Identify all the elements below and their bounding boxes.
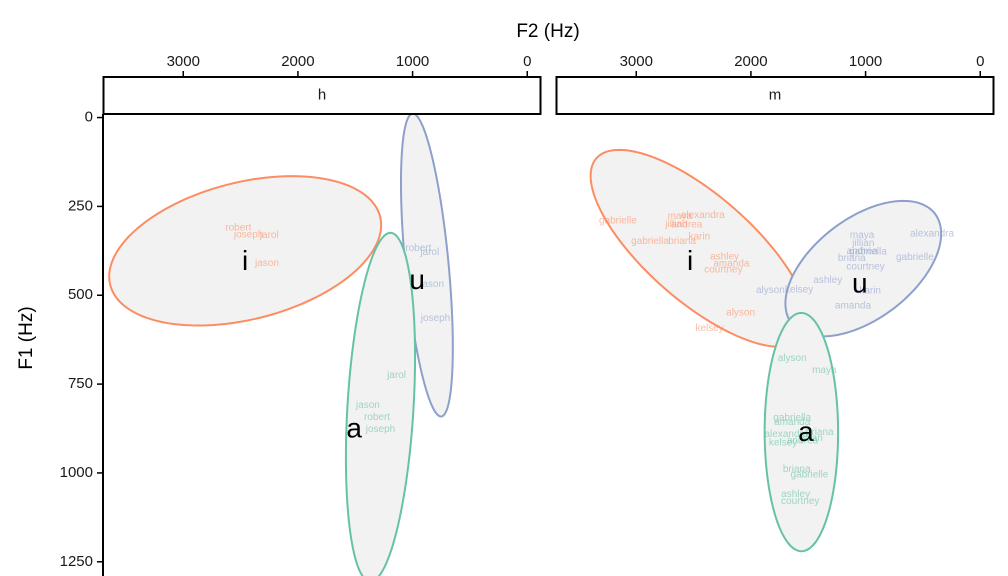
speaker-label: gabrielle xyxy=(790,469,828,480)
speaker-label: briana xyxy=(783,464,811,475)
speaker-label: robert xyxy=(405,243,431,254)
speaker-label: maya xyxy=(850,230,875,241)
speaker-label: alyson xyxy=(778,353,807,364)
speaker-label: jillian xyxy=(800,433,823,444)
speaker-label: alexandra xyxy=(681,210,725,221)
speaker-label: amanda xyxy=(774,417,811,428)
x-tick-label: 2000 xyxy=(734,53,767,70)
facet-panel-m: gabrielle alexandramayajillianandreakarin… xyxy=(555,53,995,553)
speaker-label: ashley xyxy=(813,275,842,286)
speaker-label: kelsey xyxy=(695,323,723,334)
facet-panels: robertjosephjaroljasonrobertjaroljasonjo… xyxy=(102,53,995,576)
speaker-label: karin xyxy=(688,232,710,243)
x-tick-label: 0 xyxy=(523,53,531,70)
speaker-label: jillian xyxy=(851,238,874,249)
speaker-label: courtney xyxy=(781,496,819,507)
speaker-label: gabriella xyxy=(773,412,811,423)
x-tick-label: 0 xyxy=(976,53,984,70)
vowel-ellipse-i xyxy=(108,175,383,327)
speaker-label: briana xyxy=(668,236,696,247)
vowel-label: i xyxy=(242,245,248,276)
y-tick-label: 250 xyxy=(68,197,93,214)
y-tick-label: 750 xyxy=(68,375,93,392)
speaker-label: jason xyxy=(355,400,380,411)
speaker-label: joseph xyxy=(365,424,395,435)
speaker-label: gabriella xyxy=(849,247,887,258)
speaker-label: robert xyxy=(225,222,251,233)
facet-panel-h: robertjosephjaroljasonrobertjaroljasonjo… xyxy=(102,53,542,576)
vowel-ellipse-i xyxy=(589,148,810,348)
speaker-label: alyson xyxy=(726,308,755,319)
x-tick-label: 2000 xyxy=(281,53,314,70)
vowel-label: u xyxy=(409,264,425,295)
speaker-label: jillian xyxy=(664,219,687,230)
speaker-label: alexandra xyxy=(910,228,954,239)
speaker-label: maya xyxy=(812,365,837,376)
vowel-label: i xyxy=(687,245,693,276)
x-tick-label: 3000 xyxy=(620,53,653,70)
facet-strip-label: m xyxy=(769,86,782,103)
speaker-label: jarol xyxy=(386,370,406,381)
speaker-label: gabrielle xyxy=(599,215,637,226)
y-tick-label: 500 xyxy=(68,286,93,303)
panel-plot-area: robertjosephjaroljasonrobertjaroljasonjo… xyxy=(108,114,454,576)
speaker-label: ashley xyxy=(781,489,810,500)
speaker-label: amanda xyxy=(713,259,750,270)
speaker-label: briana xyxy=(806,427,834,438)
speaker-label: andrea xyxy=(787,436,819,447)
facet-strip-label: h xyxy=(318,86,326,103)
vowel-label: a xyxy=(798,416,814,447)
x-tick-label: 3000 xyxy=(167,53,200,70)
facet-strip xyxy=(555,76,995,115)
vowel-label: a xyxy=(346,413,362,444)
speaker-label: alyson xyxy=(756,285,785,296)
speaker-label: kelsey xyxy=(785,285,813,296)
vowel-label: u xyxy=(852,268,868,299)
x-tick-label: 1000 xyxy=(396,53,429,70)
y-tick-label: 1250 xyxy=(60,553,93,570)
panel-plot-area: gabrielle alexandramayajillianandreakarin… xyxy=(589,148,954,553)
vowel-ellipse-a xyxy=(763,311,840,553)
y-tick-label: 0 xyxy=(85,109,93,126)
speaker-label: jarol xyxy=(419,247,439,258)
speaker-label: joseph xyxy=(420,313,450,324)
speaker-label: alexandra xyxy=(765,429,809,440)
speaker-label: courtney xyxy=(846,261,884,272)
speaker-label: maya xyxy=(668,211,693,222)
speaker-label: jason xyxy=(419,279,444,290)
speaker-label: courtney xyxy=(704,264,742,275)
x-axis-title: F2 (Hz) xyxy=(516,21,579,42)
speaker-label: ashley xyxy=(710,252,739,263)
y-axis: 0 250 500 750 1000 1250 xyxy=(60,109,104,576)
speaker-label: gabriella xyxy=(631,236,669,247)
speaker-label: karin xyxy=(859,285,881,296)
speaker-label: amanda xyxy=(835,301,872,312)
y-tick-label: 1000 xyxy=(60,464,93,481)
facet-strip xyxy=(102,76,542,115)
speaker-label: gabrielle xyxy=(896,252,934,263)
speaker-label: andrea xyxy=(671,220,703,231)
vowel-ellipse-a xyxy=(344,231,417,576)
x-tick-label: 1000 xyxy=(849,53,882,70)
speaker-label: kelsey xyxy=(769,438,797,449)
speaker-label: briana xyxy=(838,253,866,264)
speaker-label: robert xyxy=(364,412,390,423)
speaker-label: jason xyxy=(254,258,279,269)
speaker-label: andrea xyxy=(847,246,879,257)
y-axis-title: F1 (Hz) xyxy=(16,306,37,369)
speaker-label: jarol xyxy=(259,230,279,241)
speaker-label: joseph xyxy=(233,229,263,240)
